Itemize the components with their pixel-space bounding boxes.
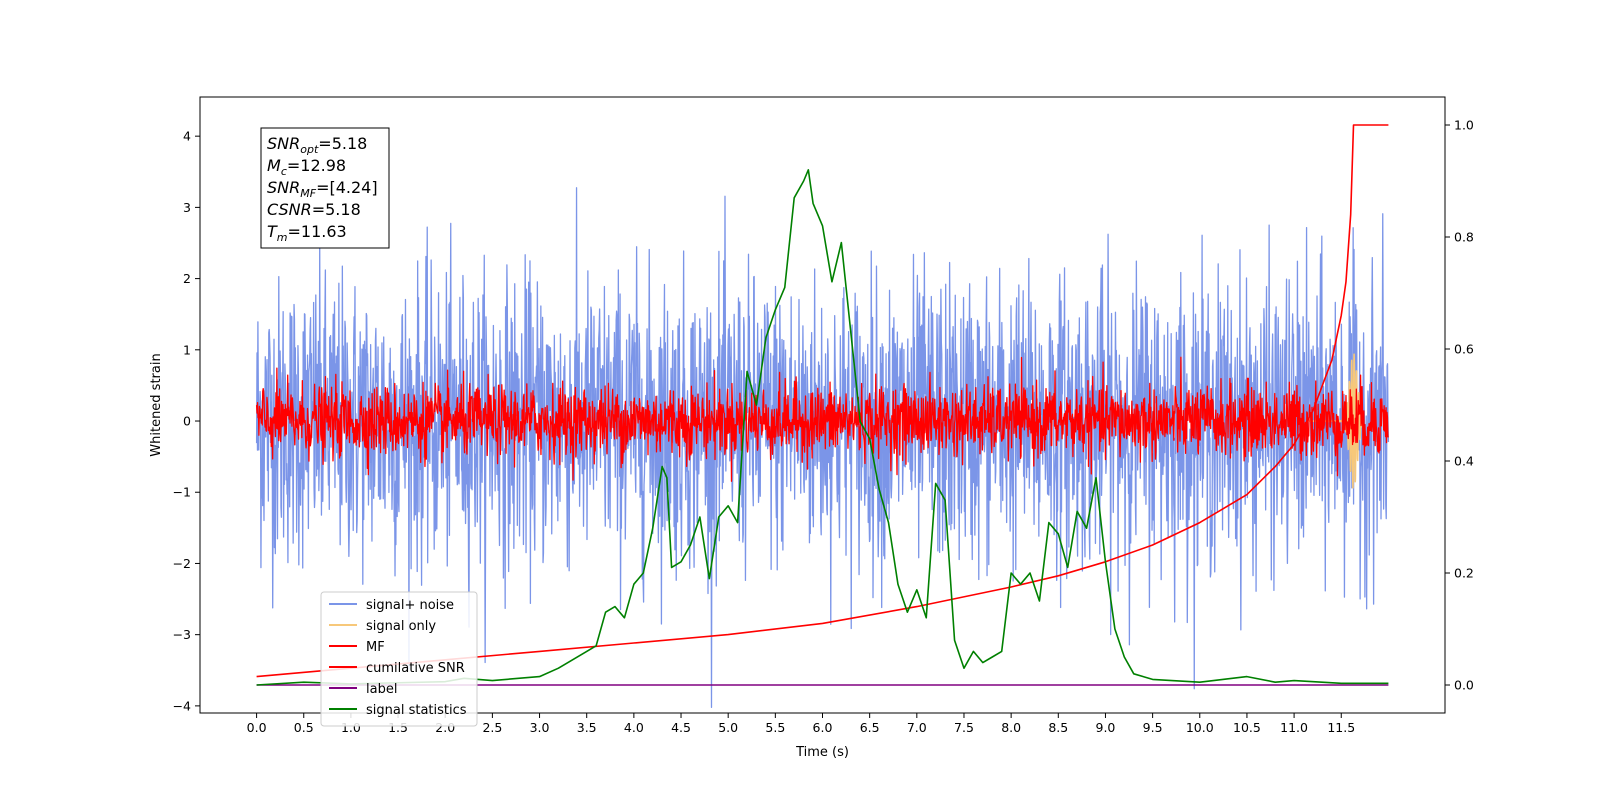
y-right-tick-label: 0.0 [1454,678,1474,693]
legend-entry: signal+ noise [366,598,454,613]
x-tick-label: 6.5 [860,720,880,735]
annotation-line: SNRopt=5.18 [267,134,367,156]
y-tick-label: −3 [173,627,191,642]
y-tick-label: −4 [173,698,191,713]
legend-entry: signal only [366,619,436,634]
y-tick-label: 2 [183,271,191,286]
x-tick-label: 7.5 [954,720,974,735]
y-right-tick-label: 0.8 [1454,230,1474,245]
x-tick-label: 10.5 [1233,720,1261,735]
x-tick-label: 4.0 [624,720,644,735]
x-tick-label: 3.5 [577,720,597,735]
y-tick-label: −2 [173,556,191,571]
x-axis-label: Time (s) [795,745,849,760]
x-tick-label: 5.5 [765,720,785,735]
legend-entry: cumilative SNR [366,661,465,676]
y-right-tick-label: 0.2 [1454,566,1474,581]
series-line-2 [255,356,1389,482]
x-tick-label: 5.0 [718,720,738,735]
legend-entry: signal statistics [366,703,467,718]
x-tick-label: 11.0 [1280,720,1308,735]
x-tick-label: 11.5 [1327,720,1355,735]
y-tick-label: 3 [183,200,191,215]
annotation-line: CSNR=5.18 [267,200,361,219]
x-tick-label: 10.0 [1186,720,1214,735]
y-axis-label: Whitened strain [149,353,164,456]
series-line-5 [256,169,1389,686]
y-tick-label: 1 [183,342,191,357]
y-tick-label: −1 [173,485,191,500]
annotation-line: Tm=11.63 [267,222,347,244]
annotation-frame [260,127,390,249]
legend-entry: MF [366,640,385,655]
x-tick-label: 3.0 [530,720,550,735]
x-tick-label: 2.5 [482,720,502,735]
x-tick-label: 0.0 [247,720,267,735]
series-line-0 [255,187,1390,709]
y-tick-label: 0 [183,414,191,429]
legend-frame [320,591,478,727]
series-line-3 [256,124,1389,678]
x-tick-label: 8.0 [1001,720,1021,735]
annotation-line: Mc=12.98 [267,156,346,178]
x-tick-label: 8.5 [1048,720,1068,735]
annotation-box: SNRopt=5.18Mc=12.98SNRMF=[4.24]CSNR=5.18… [260,127,390,249]
y-right-tick-label: 0.6 [1454,342,1474,357]
legend: signal+ noise signal only MF cumilative SNR… [320,591,478,727]
annotation-line: SNRMF=[4.24] [267,178,378,200]
x-tick-label: 9.5 [1143,720,1163,735]
legend-entry: label [366,682,397,697]
y-tick-label: 4 [183,129,191,144]
y-right-tick-label: 1.0 [1454,118,1474,133]
y-right-tick-label: 0.4 [1454,454,1474,469]
x-tick-label: 6.0 [813,720,833,735]
x-tick-label: 7.0 [907,720,927,735]
x-tick-label: 9.0 [1096,720,1116,735]
x-tick-label: 4.5 [671,720,691,735]
x-tick-label: 0.5 [294,720,314,735]
